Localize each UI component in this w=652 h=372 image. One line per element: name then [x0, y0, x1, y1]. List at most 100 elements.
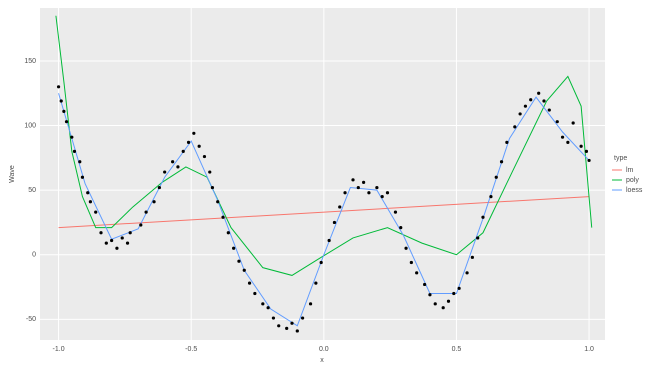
point [327, 238, 331, 243]
point [404, 246, 408, 250]
point [308, 302, 313, 306]
point [72, 149, 77, 153]
point [579, 144, 583, 148]
point [441, 306, 445, 310]
point [560, 135, 565, 139]
x-tick-label: 1.0 [584, 346, 594, 353]
point [186, 140, 191, 144]
point [375, 185, 379, 190]
legend-title: type [614, 155, 627, 162]
point [362, 180, 366, 184]
point [367, 191, 371, 195]
point [338, 205, 342, 209]
x-tick-label: -1.0 [53, 346, 65, 353]
point [277, 324, 281, 328]
panel [40, 8, 605, 340]
point [99, 231, 103, 235]
point [171, 160, 175, 164]
y-tick-label: 0 [32, 252, 36, 259]
point [555, 120, 559, 124]
point [221, 215, 225, 219]
point [226, 231, 230, 235]
point [494, 175, 498, 179]
point [409, 260, 413, 265]
point [399, 226, 403, 230]
point [428, 293, 432, 297]
y-tick-label: -50 [26, 316, 36, 323]
point [332, 220, 337, 225]
x-tick-label: -0.5 [185, 346, 197, 353]
point [452, 291, 456, 296]
point [446, 299, 451, 303]
point [351, 178, 355, 182]
point [537, 91, 541, 95]
point [290, 321, 294, 325]
point [59, 99, 63, 103]
point [584, 149, 589, 153]
point [587, 158, 591, 163]
point [470, 255, 474, 259]
legend-label: loess [626, 187, 643, 194]
point [542, 99, 546, 103]
point [157, 185, 161, 190]
point [457, 286, 461, 290]
point [192, 131, 196, 135]
point [253, 291, 257, 296]
point [144, 210, 148, 214]
legend-label: poly [626, 177, 639, 184]
point [80, 175, 85, 179]
point [64, 120, 69, 124]
point [433, 302, 437, 306]
point [202, 154, 207, 159]
point [571, 121, 575, 125]
x-tick-label: 0.0 [319, 346, 329, 353]
point [181, 149, 185, 153]
point [104, 241, 108, 245]
y-tick-label: 100 [24, 122, 36, 129]
point [285, 326, 289, 330]
point [518, 112, 522, 116]
point [125, 241, 130, 245]
fit-line [58, 196, 590, 229]
point [499, 160, 504, 164]
point [247, 281, 252, 285]
point [385, 191, 390, 195]
point [232, 246, 236, 250]
point [128, 231, 132, 235]
point [62, 109, 66, 113]
point [120, 236, 124, 240]
point [489, 195, 493, 199]
point [266, 306, 270, 310]
point [271, 316, 276, 320]
point [86, 191, 90, 195]
y-axis-label: Wave [9, 165, 16, 183]
point [163, 170, 167, 174]
y-tick-label: 50 [28, 187, 36, 194]
point [115, 246, 119, 250]
fit-line [55, 15, 593, 276]
point [319, 260, 323, 265]
point [88, 200, 92, 204]
point [295, 329, 299, 333]
point [261, 302, 265, 306]
point [208, 170, 212, 174]
point [314, 281, 318, 285]
point [547, 108, 551, 112]
x-axis-label: x [320, 357, 324, 364]
point [529, 98, 533, 102]
point [242, 268, 246, 272]
point [152, 200, 156, 204]
point [476, 236, 480, 240]
point [56, 85, 61, 89]
x-tick-label: 0.5 [452, 346, 462, 353]
legend-label: lm [626, 167, 634, 174]
point [343, 191, 347, 195]
point [70, 135, 74, 139]
point [523, 104, 528, 108]
point [465, 271, 469, 275]
point [210, 185, 215, 190]
point [139, 223, 143, 227]
point [505, 140, 509, 144]
point [176, 165, 180, 169]
